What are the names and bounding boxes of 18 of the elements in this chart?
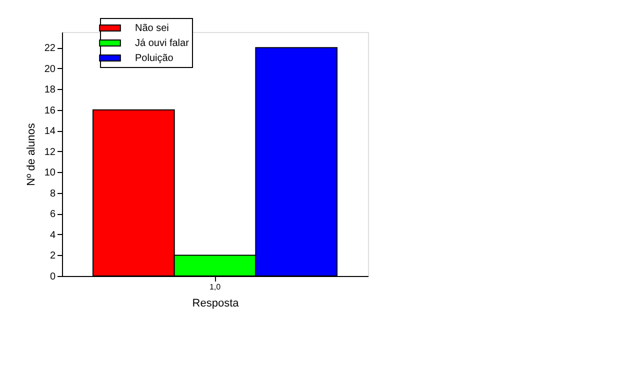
- y-tick-label: 18: [44, 84, 56, 96]
- y-tick-label: 22: [44, 43, 56, 54]
- y-tick-label: 10: [44, 168, 56, 179]
- y-tick-label: 0: [50, 272, 56, 282]
- legend-label: Poluição: [135, 53, 174, 64]
- y-tick-label: 16: [44, 105, 56, 116]
- y-axis-title: Nº de alunos: [25, 122, 38, 186]
- y-tick-label: 8: [50, 188, 56, 200]
- x-axis-title: Resposta: [192, 298, 240, 310]
- y-tick-label: 6: [50, 209, 56, 220]
- x-tick-label: 1,0: [209, 282, 222, 292]
- y-tick-label: 2: [50, 250, 56, 262]
- legend-label: Não sei: [135, 23, 169, 34]
- y-tick-label: 14: [44, 126, 56, 138]
- y-tick-label: 20: [44, 64, 56, 75]
- y-tick-label: 12: [44, 146, 56, 158]
- y-tick-label: 4: [50, 230, 56, 241]
- legend-label: Já ouvi falar: [135, 38, 190, 49]
